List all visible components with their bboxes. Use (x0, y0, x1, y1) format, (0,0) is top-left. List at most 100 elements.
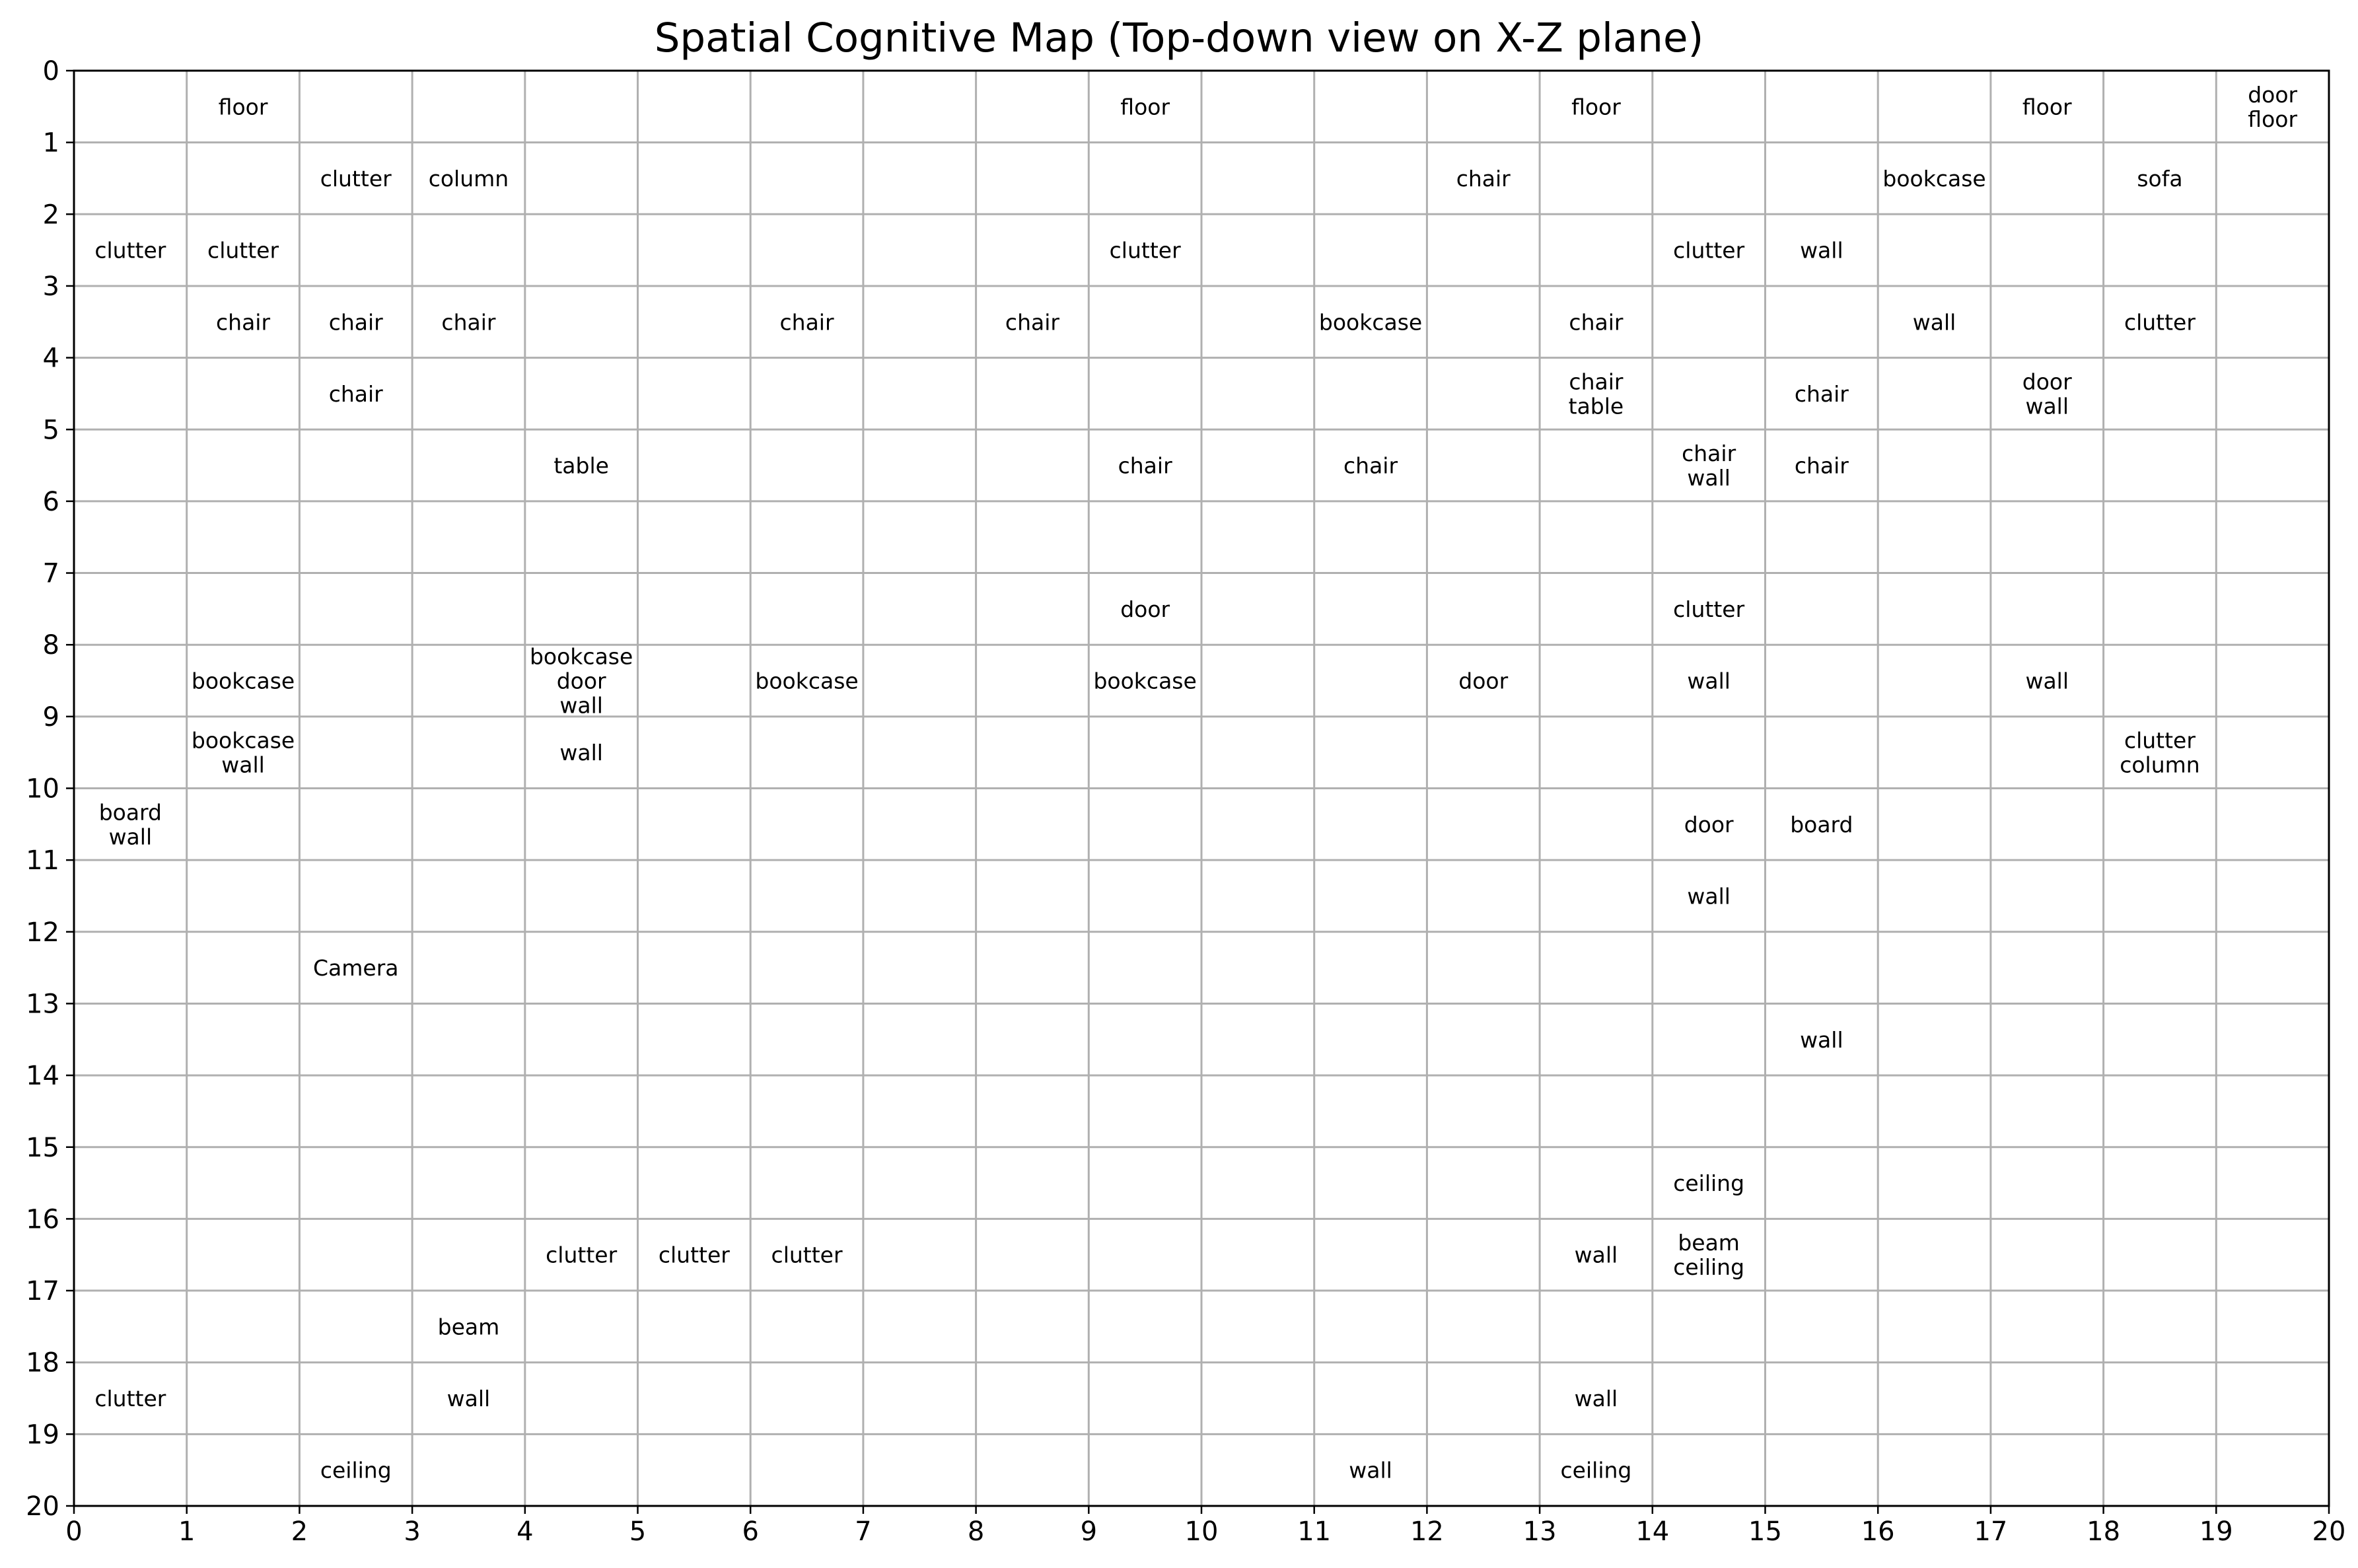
cell-label: clutter (94, 238, 166, 264)
cell-14-10: door (1684, 812, 1734, 837)
cell-label: wall (447, 1386, 491, 1411)
cell-label: floor (2022, 94, 2072, 120)
cell-18-3: clutter (2124, 309, 2196, 335)
cell-3-17: beam (438, 1314, 500, 1339)
cell-label: column (429, 166, 509, 192)
cell-label: chair (441, 309, 495, 335)
cell-label: wall (1687, 883, 1731, 909)
cell-17-0: floor (2022, 94, 2072, 120)
cell-label: bookcase (530, 644, 633, 670)
x-tick-label: 4 (517, 1516, 533, 1547)
cell-label: clutter (94, 1386, 166, 1411)
cell-label: door (2248, 82, 2297, 108)
cell-11-5: chair (1343, 453, 1398, 479)
cell-1-8: bookcase (192, 668, 295, 694)
cell-label: chair (1456, 166, 1511, 192)
y-tick-label: 2 (43, 199, 59, 230)
cell-9-2: clutter (1110, 238, 1181, 264)
cell-label: column (2120, 752, 2199, 778)
x-tick-label: 19 (2199, 1516, 2233, 1547)
cell-label: chair (1682, 441, 1736, 466)
cell-2-4: chair (329, 381, 383, 407)
cell-18-1: sofa (2137, 166, 2182, 192)
cell-label: ceiling (1673, 1254, 1744, 1280)
x-tick-label: 18 (2087, 1516, 2120, 1547)
cell-1-3: chair (216, 309, 270, 335)
y-tick-label: 17 (26, 1276, 59, 1306)
cell-label: clutter (320, 166, 392, 192)
cell-label: wall (1687, 465, 1731, 491)
cell-label: wall (1800, 1027, 1843, 1053)
x-tick-label: 0 (65, 1516, 82, 1547)
cell-6-3: chair (780, 309, 834, 335)
y-tick-label: 15 (26, 1133, 59, 1163)
cell-14-15: ceiling (1673, 1170, 1744, 1196)
cell-label: door (557, 668, 606, 694)
cell-label: floor (2248, 106, 2297, 132)
y-tick-label: 13 (26, 989, 59, 1019)
cell-label: chair (1569, 369, 1623, 394)
cell-label: ceiling (1561, 1458, 1632, 1483)
cell-label: wall (559, 740, 603, 766)
cell-2-3: chair (329, 309, 383, 335)
y-tick-label: 5 (43, 415, 59, 445)
cell-2-12: Camera (313, 955, 399, 981)
cell-13-0: floor (1571, 94, 1621, 120)
cell-3-1: column (429, 166, 509, 192)
cell-label: clutter (1673, 596, 1744, 622)
x-tick-label: 2 (291, 1516, 308, 1547)
y-tick-label: 16 (26, 1204, 59, 1234)
y-tick-label: 18 (26, 1348, 59, 1378)
x-tick-label: 17 (1974, 1516, 2007, 1547)
y-tick-label: 8 (43, 630, 59, 660)
cell-label: wall (2025, 668, 2069, 694)
cell-label: clutter (546, 1242, 617, 1268)
cell-label: floor (1120, 94, 1170, 120)
chart-title: Spatial Cognitive Map (Top-down view on … (655, 15, 1704, 61)
cell-0-18: clutter (94, 1386, 166, 1411)
cell-label: wall (1349, 1458, 1392, 1483)
cell-12-8: door (1458, 668, 1508, 694)
cell-label: beam (438, 1314, 500, 1339)
cell-label: bookcase (1882, 166, 1985, 192)
cell-label: door (1120, 596, 1170, 622)
x-tick-label: 6 (742, 1516, 758, 1547)
cell-label: bookcase (1319, 309, 1422, 335)
x-tick-label: 12 (1410, 1516, 1444, 1547)
x-tick-label: 11 (1297, 1516, 1331, 1547)
cell-16-3: wall (1913, 309, 1956, 335)
cell-label: wall (1800, 238, 1843, 264)
cell-16-1: bookcase (1882, 166, 1985, 192)
cell-6-16: clutter (771, 1242, 843, 1268)
cell-15-13: wall (1800, 1027, 1843, 1053)
y-tick-label: 14 (26, 1061, 59, 1091)
y-tick-label: 1 (43, 128, 59, 159)
cell-9-7: door (1120, 596, 1170, 622)
cell-14-11: wall (1687, 883, 1731, 909)
cell-13-19: ceiling (1561, 1458, 1632, 1483)
cell-5-16: clutter (659, 1242, 730, 1268)
cell-label: chair (216, 309, 270, 335)
cell-label: clutter (1110, 238, 1181, 264)
cell-4-9: wall (559, 740, 603, 766)
x-tick-label: 10 (1185, 1516, 1219, 1547)
cell-label: clutter (659, 1242, 730, 1268)
cell-label: door (2022, 369, 2072, 394)
cell-label: door (1684, 812, 1734, 837)
cell-label: chair (1118, 453, 1172, 479)
cell-label: chair (1343, 453, 1398, 479)
cell-15-2: wall (1800, 238, 1843, 264)
cell-4-5: table (554, 453, 609, 479)
cell-label: clutter (771, 1242, 843, 1268)
x-tick-label: 16 (1861, 1516, 1895, 1547)
cell-1-0: floor (219, 94, 268, 120)
y-tick-label: 0 (43, 56, 59, 87)
cell-label: chair (1795, 381, 1849, 407)
axis-ticks: 0 1 2 3 4 5 6 7 8 9 10 11 12 13 14 15 16 17 18 19 2001234567… (26, 56, 2345, 1547)
cell-label: wall (1687, 668, 1731, 694)
